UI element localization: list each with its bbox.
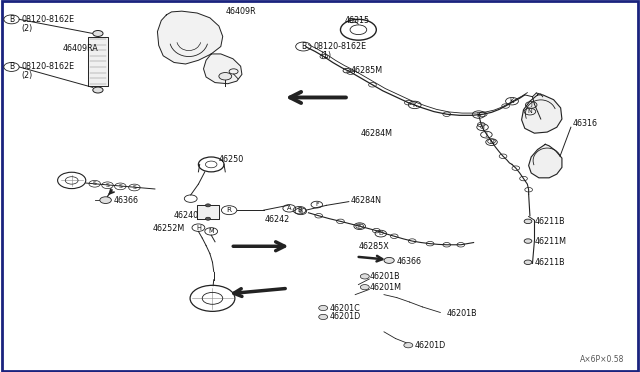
- Text: M: M: [209, 228, 214, 234]
- Circle shape: [205, 204, 211, 207]
- Text: B: B: [297, 207, 302, 213]
- Circle shape: [360, 285, 369, 290]
- Circle shape: [93, 87, 103, 93]
- Text: 46211B: 46211B: [534, 217, 565, 226]
- Text: B: B: [299, 209, 303, 214]
- Text: K: K: [510, 98, 514, 104]
- Text: K: K: [477, 112, 481, 118]
- Polygon shape: [157, 11, 223, 64]
- Text: (2): (2): [21, 71, 33, 80]
- Text: F: F: [358, 224, 362, 229]
- Circle shape: [524, 219, 532, 224]
- Text: 46285M: 46285M: [351, 66, 383, 75]
- Circle shape: [360, 274, 369, 279]
- Circle shape: [93, 31, 103, 36]
- Text: B: B: [9, 15, 14, 24]
- Text: 46211B: 46211B: [534, 258, 565, 267]
- Text: 46284M: 46284M: [361, 129, 393, 138]
- Text: 46409R: 46409R: [225, 7, 256, 16]
- Text: 46366: 46366: [397, 257, 422, 266]
- Polygon shape: [197, 205, 219, 219]
- Circle shape: [384, 257, 394, 263]
- Text: 46409RA: 46409RA: [63, 44, 99, 53]
- Text: (2): (2): [21, 24, 33, 33]
- Polygon shape: [522, 95, 562, 133]
- Text: 46240: 46240: [174, 211, 199, 219]
- Text: N: N: [489, 140, 494, 145]
- Text: 08120-8162E: 08120-8162E: [21, 62, 74, 71]
- Text: J: J: [486, 132, 487, 137]
- Text: 46201D: 46201D: [330, 312, 361, 321]
- Circle shape: [205, 217, 211, 220]
- Text: H: H: [196, 225, 201, 231]
- Circle shape: [100, 197, 111, 203]
- Text: 46315: 46315: [344, 16, 369, 25]
- Text: (1): (1): [320, 51, 331, 60]
- Text: 46211M: 46211M: [534, 237, 566, 246]
- Text: A: A: [287, 205, 292, 211]
- Text: 46316: 46316: [573, 119, 598, 128]
- Text: B: B: [301, 42, 306, 51]
- Polygon shape: [88, 37, 108, 86]
- Text: R: R: [227, 207, 232, 213]
- Text: 46250: 46250: [219, 155, 244, 164]
- Text: 46201B: 46201B: [370, 272, 401, 281]
- Text: 08120-8162E: 08120-8162E: [314, 42, 367, 51]
- Circle shape: [319, 314, 328, 320]
- Text: S: S: [93, 181, 97, 186]
- Circle shape: [524, 239, 532, 243]
- Text: N: N: [527, 109, 532, 114]
- Text: D: D: [378, 231, 383, 236]
- Text: 46201C: 46201C: [330, 304, 360, 312]
- Text: S: S: [118, 184, 122, 189]
- Circle shape: [319, 305, 328, 311]
- Text: S: S: [132, 185, 136, 190]
- Text: 46252M: 46252M: [152, 224, 184, 232]
- Text: 46201B: 46201B: [447, 309, 477, 318]
- Circle shape: [219, 73, 232, 80]
- Text: 46285X: 46285X: [358, 242, 389, 251]
- Circle shape: [524, 260, 532, 264]
- Polygon shape: [204, 54, 242, 84]
- Text: 46284N: 46284N: [351, 196, 381, 205]
- Polygon shape: [529, 144, 562, 178]
- Text: K: K: [413, 102, 417, 108]
- Text: 46201M: 46201M: [370, 283, 402, 292]
- Text: A×6P×0.58: A×6P×0.58: [580, 355, 624, 364]
- Circle shape: [404, 343, 413, 348]
- Text: G: G: [480, 125, 485, 130]
- Text: J: J: [531, 102, 532, 108]
- Text: 08120-8162E: 08120-8162E: [21, 15, 74, 24]
- Text: 46201D: 46201D: [415, 341, 446, 350]
- Text: F: F: [315, 202, 319, 207]
- Text: 46242: 46242: [264, 215, 289, 224]
- Text: S: S: [106, 183, 109, 188]
- Text: 46366: 46366: [114, 196, 139, 205]
- Text: B: B: [9, 62, 14, 71]
